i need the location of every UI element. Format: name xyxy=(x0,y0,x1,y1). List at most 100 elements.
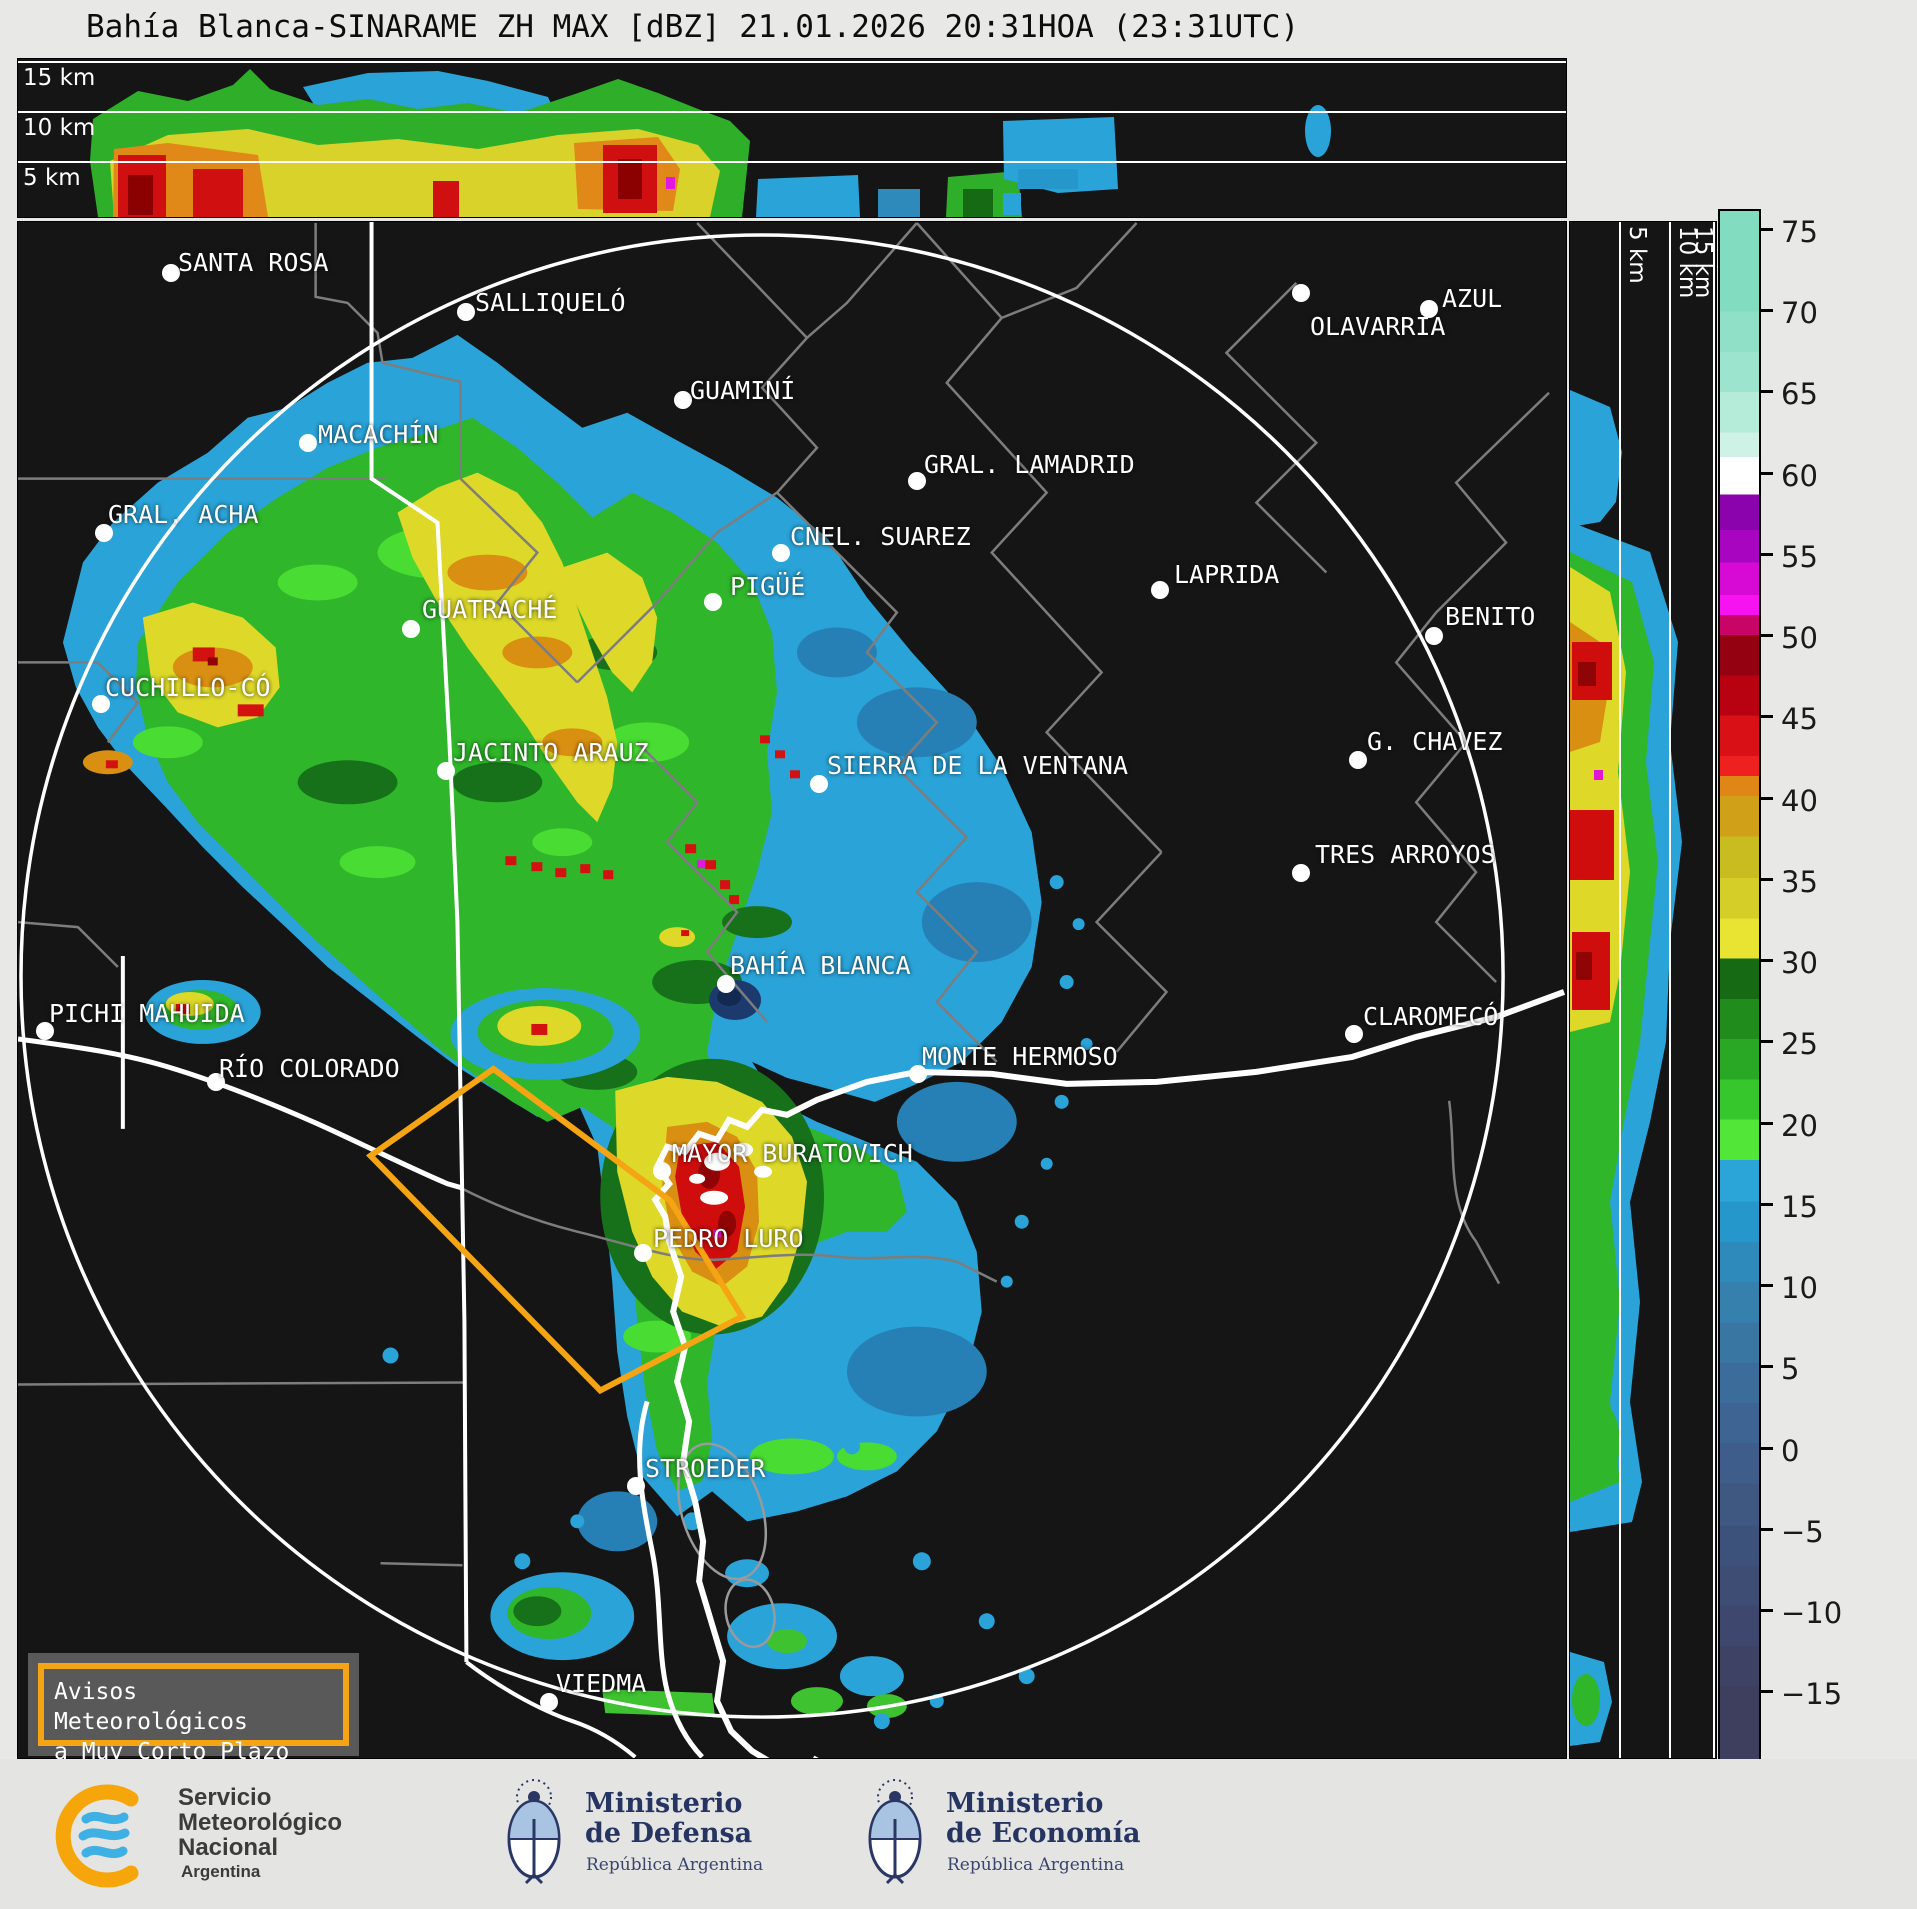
side-cross-section-echoes xyxy=(1570,222,1715,1758)
city-label: GRAL. ACHA xyxy=(108,500,259,529)
page-title: Bahía Blanca-SINARAME ZH MAX [dBZ] 21.01… xyxy=(86,9,1300,45)
footer: Servicio Meteorológico Nacional Argentin… xyxy=(0,1759,1917,1909)
radar-map-graphics xyxy=(18,222,1566,1758)
colorbar-tick xyxy=(1759,715,1773,718)
city-label: SIERRA DE LA VENTANA xyxy=(827,751,1129,780)
city-label: MAYOR BURATOVICH xyxy=(672,1139,913,1168)
city-label: PICHI MAHUIDA xyxy=(49,999,245,1028)
colorbar-tick-label: 35 xyxy=(1781,865,1818,899)
city-label: RÍO COLORADO xyxy=(219,1054,400,1083)
colorbar-tick xyxy=(1759,390,1773,393)
colorbar-tick-label: 0 xyxy=(1781,1434,1800,1468)
height-label-10km: 10 km xyxy=(23,115,96,141)
city-label: BENITO xyxy=(1445,602,1536,631)
height-label-5km: 5 km xyxy=(23,165,81,191)
defensa-coat-of-arms xyxy=(507,1779,561,1885)
city-label: CUCHILLO-CÓ xyxy=(105,673,271,702)
city-label: VIEDMA xyxy=(556,1669,647,1698)
rivers xyxy=(18,1036,704,1758)
city-label: MACACHÍN xyxy=(318,420,439,449)
city-label: GUATRACHÉ xyxy=(422,595,558,624)
echo-green-patch xyxy=(750,1438,834,1475)
colorbar-tick xyxy=(1759,959,1773,962)
defensa-caption: República Argentina xyxy=(586,1855,764,1875)
colorbar-tick-label: 45 xyxy=(1781,702,1818,736)
warning-polygon xyxy=(365,1065,747,1395)
colorbar-tick-label: −10 xyxy=(1781,1596,1843,1630)
colorbar-tick-label: 70 xyxy=(1781,296,1818,330)
colorbar-tick-label: −15 xyxy=(1781,1677,1843,1711)
smn-country: Argentina xyxy=(181,1862,261,1881)
colorbar-tick-label: 40 xyxy=(1781,784,1818,818)
top-cross-section-echoes xyxy=(18,61,1566,217)
colorbar-tick xyxy=(1759,553,1773,556)
coastline xyxy=(651,989,1566,1758)
height-label-5km-side: 5 km xyxy=(1624,226,1650,284)
city-label: GRAL. LAMADRID xyxy=(924,450,1135,479)
height-label-10km-side: 10 km xyxy=(1674,226,1700,299)
city-label: OLAVARRÍA xyxy=(1310,312,1446,341)
city-label: G. CHAVEZ xyxy=(1367,727,1503,756)
height-label-15km-side: 15 km xyxy=(1690,226,1716,299)
warning-legend-line1: Avisos Meteorológicos xyxy=(54,1679,248,1735)
vertical-cross-section-side: 5 km 10 km 15 km xyxy=(1569,221,1717,1759)
city-label: BAHÍA BLANCA xyxy=(730,951,911,980)
economia-coat-of-arms xyxy=(868,1779,922,1885)
economia-caption: República Argentina xyxy=(947,1855,1125,1875)
height-label-15km: 15 km xyxy=(23,65,96,91)
colorbar-tick-label: 5 xyxy=(1781,1352,1800,1386)
city-label: JACINTO ARAUZ xyxy=(453,738,649,767)
colorbar-tick xyxy=(1759,1040,1773,1043)
city-label: PIGÜÉ xyxy=(730,572,806,601)
colorbar-tick-label: 60 xyxy=(1781,459,1818,493)
colorbar-tick xyxy=(1759,634,1773,637)
city-label: SANTA ROSA xyxy=(178,248,329,277)
vertical-cross-section-top: 15 km 10 km 5 km xyxy=(17,58,1567,218)
echo-cell-pichi-mahuida xyxy=(144,980,641,1080)
city-label: GUAMINÍ xyxy=(690,376,796,405)
city-label: SALLIQUELÓ xyxy=(475,288,626,317)
city-label: CLAROMECÓ xyxy=(1363,1002,1499,1031)
colorbar-tick xyxy=(1759,1528,1773,1531)
city-label: AZUL xyxy=(1442,284,1503,313)
colorbar-tick xyxy=(1759,228,1773,231)
province-borders xyxy=(120,222,469,1663)
smn-logo xyxy=(55,1784,139,1888)
island-outlines xyxy=(677,1442,776,1649)
estuary-islands xyxy=(689,1142,773,1205)
city-label: MONTE HERMOSO xyxy=(922,1042,1118,1071)
colorbar-tick xyxy=(1759,1365,1773,1368)
city-label: LAPRIDA xyxy=(1174,560,1280,589)
colorbar-tick-label: 15 xyxy=(1781,1190,1818,1224)
colorbar-tick-label: 75 xyxy=(1781,215,1818,249)
colorbar-tick-label: 30 xyxy=(1781,946,1818,980)
warning-legend-border: Avisos Meteorológicos a Muy Corto Plazo xyxy=(38,1663,349,1765)
colorbar-tick xyxy=(1759,1284,1773,1287)
echo-red-specks xyxy=(505,735,800,905)
city-label: TRES ARROYOS xyxy=(1315,840,1496,869)
radar-range-circle xyxy=(19,233,1505,1719)
colorbar-tick xyxy=(1759,1122,1773,1125)
colorbar-tick-label: 25 xyxy=(1781,1027,1818,1061)
warning-legend-box: Avisos Meteorológicos a Muy Corto Plazo xyxy=(28,1653,359,1765)
colorbar-tick xyxy=(1759,309,1773,312)
city-label: PEDRO LURO xyxy=(653,1224,804,1253)
colorbar-tick xyxy=(1759,797,1773,800)
colorbar-tick-label: 20 xyxy=(1781,1109,1818,1143)
dbz-colorbar xyxy=(1718,209,1761,1761)
county-borders xyxy=(18,222,1550,1567)
smn-name: Servicio Meteorológico Nacional xyxy=(178,1784,343,1861)
radar-map: SANTA ROSA SALLIQUELÓ GUAMINÍ MACACHÍN O… xyxy=(17,221,1567,1765)
colorbar-tick-label: −5 xyxy=(1781,1515,1824,1549)
economia-name: Ministerio de Economía xyxy=(946,1788,1141,1849)
defensa-name: Ministerio de Defensa xyxy=(585,1788,753,1849)
city-label: STROEDER xyxy=(645,1454,766,1483)
colorbar-tick-label: 50 xyxy=(1781,621,1818,655)
city-label: CNEL. SUAREZ xyxy=(790,522,971,551)
colorbar-tick-label: 65 xyxy=(1781,377,1818,411)
colorbar-tick-label: 10 xyxy=(1781,1271,1818,1305)
colorbar-tick xyxy=(1759,472,1773,475)
colorbar-tick xyxy=(1759,878,1773,881)
colorbar-tick xyxy=(1759,1447,1773,1450)
